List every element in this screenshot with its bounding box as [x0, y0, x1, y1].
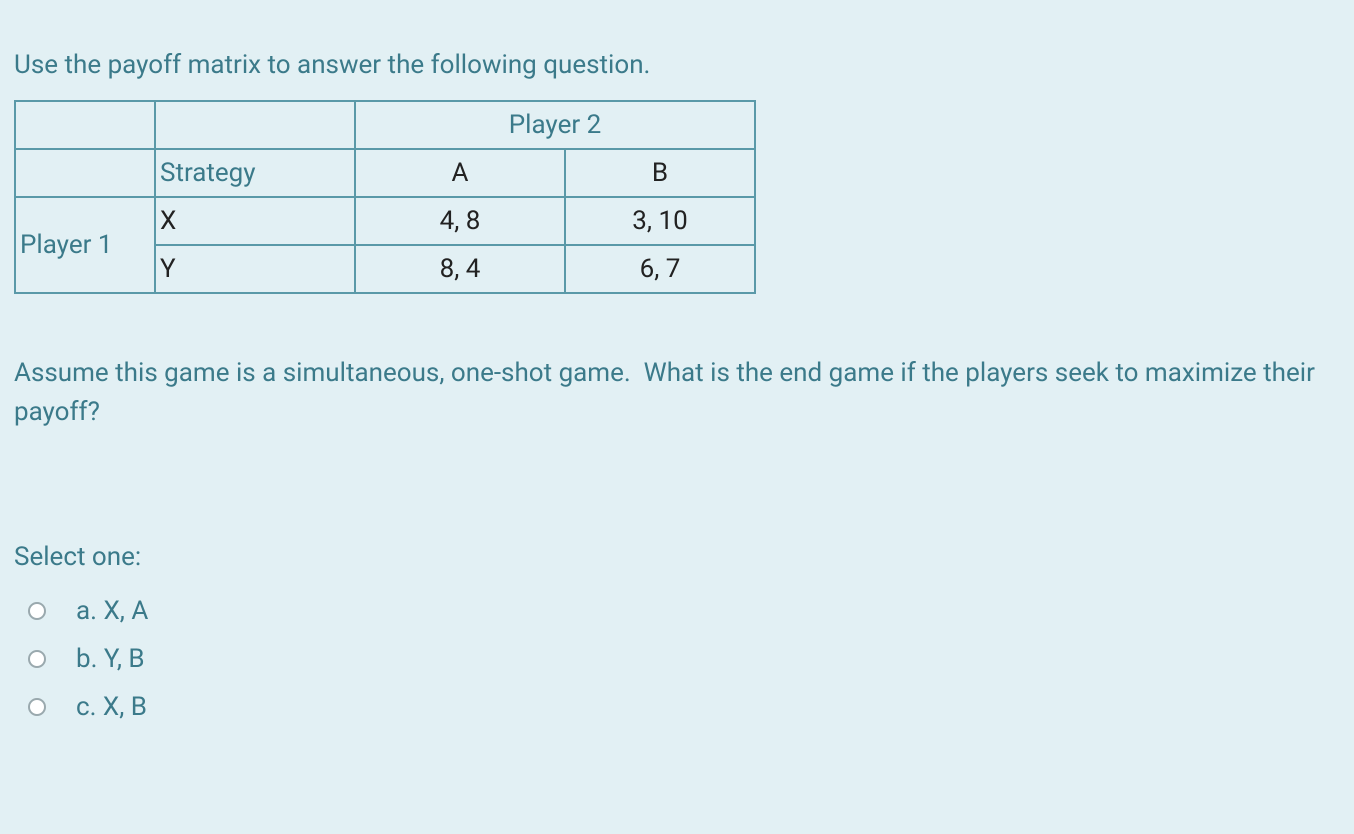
cell-yb: 6, 7 — [565, 245, 755, 293]
option-label: b. Y, B — [76, 644, 145, 674]
select-one-label: Select one: — [14, 542, 1340, 572]
strategy-label: Strategy — [155, 149, 355, 197]
option-b[interactable]: b. Y, B — [28, 644, 1340, 674]
radio-icon[interactable] — [28, 650, 46, 668]
row-y-label: Y — [155, 245, 355, 293]
player2-header: Player 2 — [355, 101, 755, 149]
option-c[interactable]: c. X, B — [28, 692, 1340, 722]
payoff-matrix-table: Player 2 Strategy A B Player 1 X 4, 8 3,… — [14, 100, 756, 294]
options-list: a. X, A b. Y, B c. X, B — [14, 596, 1340, 722]
cell-xa: 4, 8 — [355, 197, 565, 245]
col-b-header: B — [565, 149, 755, 197]
option-label: a. X, A — [76, 596, 148, 626]
radio-icon[interactable] — [28, 698, 46, 716]
player1-label: Player 1 — [15, 197, 155, 293]
row-x-label: X — [155, 197, 355, 245]
question-text: Assume this game is a simultaneous, one-… — [14, 354, 1340, 432]
prompt-text: Use the payoff matrix to answer the foll… — [14, 50, 1340, 80]
cell-ya: 8, 4 — [355, 245, 565, 293]
option-label: c. X, B — [76, 692, 147, 722]
col-a-header: A — [355, 149, 565, 197]
cell-xb: 3, 10 — [565, 197, 755, 245]
option-a[interactable]: a. X, A — [28, 596, 1340, 626]
radio-icon[interactable] — [28, 602, 46, 620]
